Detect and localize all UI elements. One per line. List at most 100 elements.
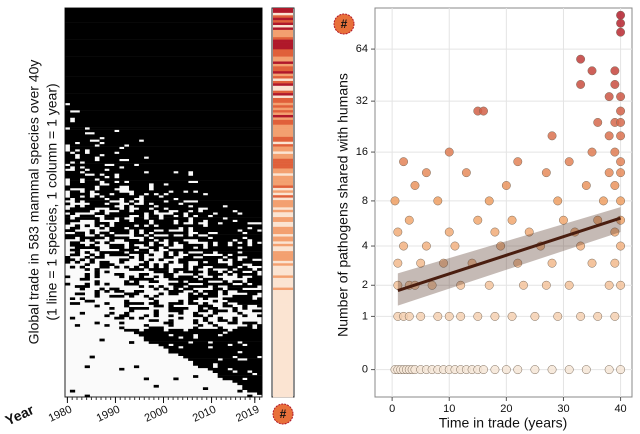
strip-texture bbox=[273, 341, 293, 344]
trade-row-texture bbox=[65, 85, 263, 89]
trade-row-texture bbox=[65, 71, 263, 74]
trade-row-texture bbox=[65, 63, 263, 67]
point bbox=[616, 18, 626, 28]
trade-row-texture bbox=[65, 141, 263, 145]
strip-texture bbox=[273, 146, 293, 150]
point bbox=[564, 157, 574, 167]
trade-row-texture bbox=[65, 217, 263, 220]
strip-texture bbox=[273, 280, 293, 284]
trade-row-texture bbox=[65, 170, 263, 174]
trade-row-texture bbox=[65, 221, 248, 225]
point bbox=[610, 181, 620, 190]
trade-row-texture bbox=[65, 15, 263, 19]
strip-texture bbox=[273, 136, 293, 140]
strip-texture bbox=[273, 122, 293, 125]
strip-texture bbox=[273, 197, 293, 201]
point bbox=[513, 258, 523, 268]
trade-row-texture bbox=[74, 204, 263, 208]
strip-texture bbox=[273, 22, 293, 26]
badge-icon bbox=[333, 13, 355, 35]
point bbox=[507, 215, 517, 225]
strip-texture bbox=[273, 166, 293, 169]
strip-texture bbox=[273, 219, 293, 223]
point bbox=[490, 311, 500, 321]
x-tick-label: 0 bbox=[389, 403, 395, 415]
strip-texture bbox=[273, 105, 293, 108]
trade-row-texture bbox=[74, 231, 263, 235]
point bbox=[616, 27, 626, 37]
strip-texture bbox=[273, 282, 293, 286]
trade-row-texture bbox=[257, 392, 263, 395]
strip-texture bbox=[273, 141, 293, 145]
strip-texture bbox=[273, 377, 293, 381]
trade-row-texture bbox=[65, 156, 263, 160]
strip-texture bbox=[273, 370, 293, 373]
strip-texture bbox=[273, 268, 293, 271]
trade-matrix bbox=[65, 8, 263, 398]
trade-row-texture bbox=[193, 360, 263, 364]
strip-texture bbox=[273, 348, 293, 352]
point bbox=[399, 157, 409, 167]
trade-row-texture bbox=[79, 277, 263, 281]
point bbox=[610, 66, 620, 76]
trade-row-texture bbox=[69, 253, 263, 257]
strip-texture bbox=[273, 353, 293, 356]
trade-row-texture bbox=[138, 333, 263, 337]
y-tick-label: 16 bbox=[356, 146, 368, 158]
strip-texture bbox=[273, 297, 293, 301]
trade-row-texture bbox=[69, 183, 263, 186]
point bbox=[479, 365, 488, 375]
point bbox=[547, 258, 557, 268]
trade-row-texture bbox=[69, 265, 248, 269]
y-tick-label: 1 bbox=[362, 310, 368, 322]
point bbox=[616, 92, 626, 102]
trade-row-texture bbox=[65, 229, 258, 232]
strip-texture bbox=[273, 212, 293, 215]
point bbox=[616, 157, 626, 167]
trend-line bbox=[397, 216, 622, 292]
trade-row-texture bbox=[94, 294, 253, 298]
strip-texture bbox=[273, 46, 293, 50]
x-tick-label: 1980 bbox=[47, 403, 74, 424]
strip-texture bbox=[273, 112, 293, 116]
strip-texture bbox=[273, 44, 293, 48]
strip-texture bbox=[273, 392, 293, 395]
strip-texture bbox=[273, 124, 293, 128]
strip-texture bbox=[273, 270, 293, 274]
strip-texture bbox=[273, 114, 293, 118]
trade-row-texture bbox=[65, 97, 263, 101]
trade-row-texture bbox=[65, 93, 263, 96]
strip-texture bbox=[273, 307, 293, 310]
strip-texture bbox=[273, 76, 293, 79]
y-sublabel: (1 line = 1 species, 1 column = 1 year) bbox=[44, 83, 60, 320]
y-tick-label: 0 bbox=[362, 364, 368, 376]
point bbox=[456, 311, 466, 321]
strip-texture bbox=[273, 260, 293, 264]
trade-row-texture bbox=[65, 73, 263, 77]
trade-row-texture bbox=[65, 134, 263, 138]
strip-texture bbox=[273, 360, 293, 364]
confidence-band bbox=[397, 207, 621, 306]
strip-texture bbox=[273, 345, 293, 349]
strip-texture bbox=[273, 187, 293, 191]
strip-texture bbox=[273, 39, 293, 43]
x-tick-label: 2010 bbox=[191, 403, 218, 424]
trade-row-texture bbox=[65, 110, 263, 113]
strip-texture bbox=[273, 394, 293, 398]
strip-texture bbox=[273, 200, 293, 203]
x-label: Year bbox=[3, 401, 37, 428]
trade-row-texture bbox=[124, 328, 263, 332]
strip-texture bbox=[273, 273, 293, 276]
x-label: Time in trade (years) bbox=[439, 415, 568, 431]
strip-texture bbox=[273, 158, 293, 162]
trade-row-texture bbox=[65, 76, 263, 79]
trade-row-texture bbox=[65, 209, 263, 213]
point bbox=[547, 365, 557, 375]
trade-row-texture bbox=[65, 8, 263, 11]
strip-texture bbox=[273, 324, 293, 327]
point bbox=[456, 280, 466, 290]
point bbox=[433, 196, 443, 206]
trade-row-texture bbox=[65, 100, 263, 104]
trade-row-texture bbox=[65, 49, 263, 53]
